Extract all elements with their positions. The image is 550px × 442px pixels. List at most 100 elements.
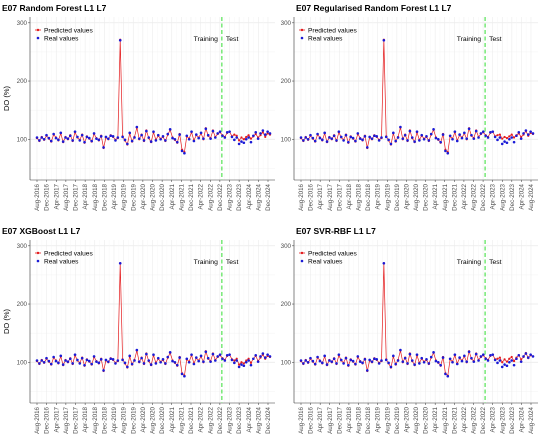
real-point [52,132,55,136]
real-point [240,363,243,366]
real-point [173,360,177,364]
real-point [180,372,184,376]
legend-real-marker [36,259,40,263]
real-point [365,369,369,372]
real-point [526,133,530,136]
real-point [135,125,139,129]
real-point [221,134,224,138]
real-point [342,362,345,365]
x-tick-label: Aug-2021 [178,183,185,210]
x-tick-label: Aug-2020 [150,406,157,433]
real-point [406,362,409,365]
real-point [197,136,200,140]
real-point [344,356,348,360]
real-point [524,129,528,132]
real-point [244,360,248,364]
real-point [123,138,127,142]
real-point [500,142,504,146]
x-tick-label: Apr-2017 [53,406,60,432]
real-point [302,139,305,142]
x-tick-label: Aug-2024 [528,406,535,433]
x-tick-label: Aug-2024 [255,406,262,433]
real-point [474,129,478,133]
real-point [59,131,63,135]
real-point [337,353,341,356]
predicted-point [498,356,501,359]
test-label: Test [489,259,502,266]
real-point [344,133,348,137]
real-point [57,138,60,142]
real-point [204,350,208,354]
x-tick-label: Apr-2021 [169,406,176,432]
real-point [354,139,357,143]
real-point [463,131,466,135]
real-point [453,130,457,133]
real-point [140,133,143,137]
real-point [418,362,421,365]
x-tick-label: Dec-2024 [265,183,272,210]
predicted-point [501,361,504,364]
x-tick-label: Aug-2023 [499,406,506,433]
real-point [519,137,523,140]
x-tick-label: Aug-2022 [471,406,478,433]
real-point [228,353,231,356]
y-tick-label: 100 [17,359,28,366]
real-point [455,362,459,366]
real-point [185,134,189,138]
real-point [164,362,167,365]
real-point [192,362,196,366]
y-tick-label: 100 [281,136,292,143]
real-point [130,362,134,366]
real-point [235,359,239,362]
real-point [121,135,124,139]
real-point [38,139,41,142]
real-point [498,136,502,139]
x-tick-label: Apr-2018 [346,406,353,432]
real-point [486,359,490,362]
training-label: Training [457,259,482,266]
real-point [500,365,504,369]
real-point [323,131,326,135]
real-point [128,354,132,358]
real-point [164,139,167,142]
real-point [73,353,77,356]
predicted-point [247,357,250,360]
real-point [252,134,255,138]
x-tick-label: Aug-2021 [442,183,449,210]
real-point [522,132,525,135]
predicted-point [235,134,238,137]
x-tick-label: Aug-2016 [34,183,41,210]
x-tick-label: Aug-2016 [298,406,305,433]
real-point [375,135,379,138]
legend-predicted-marker [300,28,304,32]
predicted-point [254,132,257,136]
real-point [503,140,506,143]
predicted-point [247,134,250,137]
real-point [118,38,122,42]
real-point [493,135,497,139]
real-point [392,131,395,135]
real-point [218,130,222,133]
real-point [97,361,101,365]
real-point [66,360,70,363]
real-point [230,135,234,139]
x-tick-label: Dec-2021 [188,406,195,433]
real-point [128,131,132,135]
real-point [254,353,258,357]
real-point [68,134,72,138]
x-tick-label: Apr-2018 [346,183,353,209]
x-tick-label: Dec-2017 [336,406,343,433]
x-tick-label: Apr-2024 [246,406,253,432]
real-point [102,146,105,149]
real-point [365,146,369,149]
real-point [156,133,160,137]
real-point [223,359,227,362]
real-point [446,151,450,155]
x-tick-label: Apr-2018 [82,183,89,209]
real-point [49,139,53,143]
real-point [403,356,407,360]
real-point [465,360,469,363]
